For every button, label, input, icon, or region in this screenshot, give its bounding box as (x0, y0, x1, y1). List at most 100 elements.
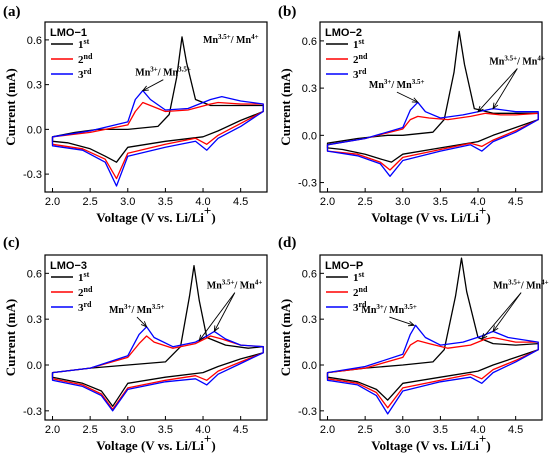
annotation-arrowhead (477, 105, 484, 113)
y-tick-label: 0.6 (302, 36, 317, 48)
x-tick-label: 4.0 (195, 424, 210, 436)
series-2nd-line (326, 112, 539, 171)
series-1st-line (51, 265, 264, 407)
annotation-mn35-mn4: Mn3.5+/ Mn4+ (207, 279, 263, 292)
legend-entry-1st: 1st (353, 270, 365, 285)
panel-d: (d) 2.0 2.5 3.0 3.5 4.0 4.5 -0.3 0.0 0.3 0.6 Voltag… (278, 235, 549, 453)
x-tick-label: 4.0 (470, 196, 485, 208)
annotation-arrow (492, 292, 522, 332)
annotation-arrow (136, 316, 147, 328)
y-tick-label: -0.3 (23, 169, 42, 181)
legend-entry-1st: 1st (78, 37, 90, 52)
x-tick-label: 4.5 (508, 424, 523, 436)
annotation-arrow (492, 68, 518, 109)
y-tick-label: -0.3 (298, 178, 317, 190)
annotation-arrowhead (481, 333, 488, 340)
legend-entry-3rd: 3rd (353, 67, 367, 82)
annotation-mn3-mn35: Mn3+/ Mn3.5+ (361, 303, 417, 316)
annotation-arrowhead (198, 334, 205, 342)
legend-entry-2nd: 2nd (353, 285, 368, 300)
x-tick-label: 3.0 (120, 196, 135, 208)
panel-b: (b) 2.0 2.5 3.0 3.5 4.0 4.5 -0.3 0.0 0.3 0.6 Voltag… (278, 4, 545, 225)
y-axis-title: Current (mA) (3, 299, 18, 376)
x-tick-label: 2.5 (83, 196, 98, 208)
y-axis-title: Current (mA) (278, 299, 293, 376)
legend-entry-1st: 1st (78, 270, 90, 285)
y-axis-title: Current (mA) (278, 68, 293, 145)
x-axis-title: Voltage (V vs. Li/Li+) (371, 431, 490, 454)
panel-label: (b) (278, 4, 296, 20)
panel-label: (d) (278, 235, 296, 251)
plot-frame (319, 254, 543, 421)
annotation-mn35-mn4: Mn3.5+/ Mn4+ (493, 279, 549, 292)
annotation-mn3-mn35: Mn3+/ Mn3.5+ (109, 303, 165, 316)
x-tick-label: 2.5 (358, 196, 373, 208)
series-3rd-line (326, 101, 539, 177)
annotation-arrow (389, 316, 415, 326)
annotation-arrowhead (492, 102, 499, 110)
plot-frame (44, 21, 268, 193)
y-tick-label: 0.3 (302, 314, 317, 326)
legend-entry-1st: 1st (353, 37, 365, 52)
annotation-arrowhead (141, 85, 149, 92)
series-2nd-line (51, 101, 264, 180)
series-2nd-line (326, 336, 539, 409)
annotation-mn35-mn4: Mn3.5+/ Mn4+ (489, 55, 545, 68)
x-tick-label: 3.5 (158, 196, 173, 208)
legend-entry-2nd: 2nd (78, 52, 93, 67)
legend-entry-2nd: 2nd (78, 285, 93, 300)
annotation-arrowhead (140, 321, 148, 328)
annotation-mn3-mn35: Mn3+/ Mn3.5+ (135, 66, 191, 79)
x-tick-label: 2.0 (320, 424, 335, 436)
x-tick-label: 3.0 (120, 424, 135, 436)
y-tick-label: 0.6 (302, 268, 317, 280)
annotation-arrow (142, 79, 164, 91)
plot-frame (319, 21, 543, 193)
panel-label: (c) (3, 235, 20, 251)
panel-a: (a) 2.0 2.5 3.0 3.5 4.0 4.5 -0.3 0.0 0.3 0.6 Voltag… (3, 4, 268, 226)
x-tick-label: 2.5 (358, 424, 373, 436)
sample-name: LMO−1 (50, 27, 87, 39)
series-3rd-line (326, 324, 539, 415)
x-tick-label: 4.5 (508, 196, 523, 208)
x-tick-label: 3.5 (433, 424, 448, 436)
x-tick-label: 3.0 (395, 196, 410, 208)
x-tick-label: 4.5 (233, 196, 248, 208)
series-1st-line (326, 257, 539, 401)
x-tick-label: 3.0 (395, 424, 410, 436)
y-tick-label: 0.0 (302, 360, 317, 372)
annotation-arrow (481, 292, 522, 340)
annotation-arrow (213, 292, 236, 332)
annotation-arrowhead (213, 325, 220, 333)
series-3rd-line (51, 326, 264, 412)
x-tick-label: 3.5 (433, 196, 448, 208)
legend-entry-2nd: 2nd (353, 52, 368, 67)
y-tick-label: 0.0 (302, 130, 317, 142)
series-2nd-line (51, 335, 264, 410)
y-tick-label: 0.3 (27, 314, 42, 326)
y-tick-label: 0.0 (27, 124, 42, 136)
plot-frame (44, 254, 268, 421)
sample-name: LMO−2 (325, 27, 362, 39)
x-axis-title: Voltage (V vs. Li/Li+) (371, 203, 490, 226)
annotation-mn3-mn35: Mn3+/ Mn3.5+ (369, 78, 425, 91)
annotation-arrowhead (492, 325, 499, 333)
x-axis-title: Voltage (V vs. Li/Li+) (96, 431, 215, 454)
x-tick-label: 2.0 (45, 424, 60, 436)
annotation-arrowhead (408, 320, 416, 327)
annotation-arrow (477, 68, 518, 113)
annotation-arrowhead (411, 97, 419, 103)
y-tick-label: -0.3 (298, 406, 317, 418)
x-tick-label: 2.5 (83, 424, 98, 436)
y-tick-label: 0.6 (27, 35, 42, 47)
y-tick-label: 0.6 (27, 268, 42, 280)
series-3rd-line (51, 89, 264, 187)
x-tick-label: 2.0 (45, 196, 60, 208)
x-tick-label: 4.0 (195, 196, 210, 208)
y-tick-label: 0.3 (27, 80, 42, 92)
panel-c: (c) 2.0 2.5 3.0 3.5 4.0 4.5 -0.3 0.0 0.3 0.6 Voltag… (3, 235, 268, 454)
x-axis-title: Voltage (V vs. Li/Li+) (96, 203, 215, 226)
x-tick-label: 4.0 (470, 424, 485, 436)
x-tick-label: 4.5 (233, 424, 248, 436)
